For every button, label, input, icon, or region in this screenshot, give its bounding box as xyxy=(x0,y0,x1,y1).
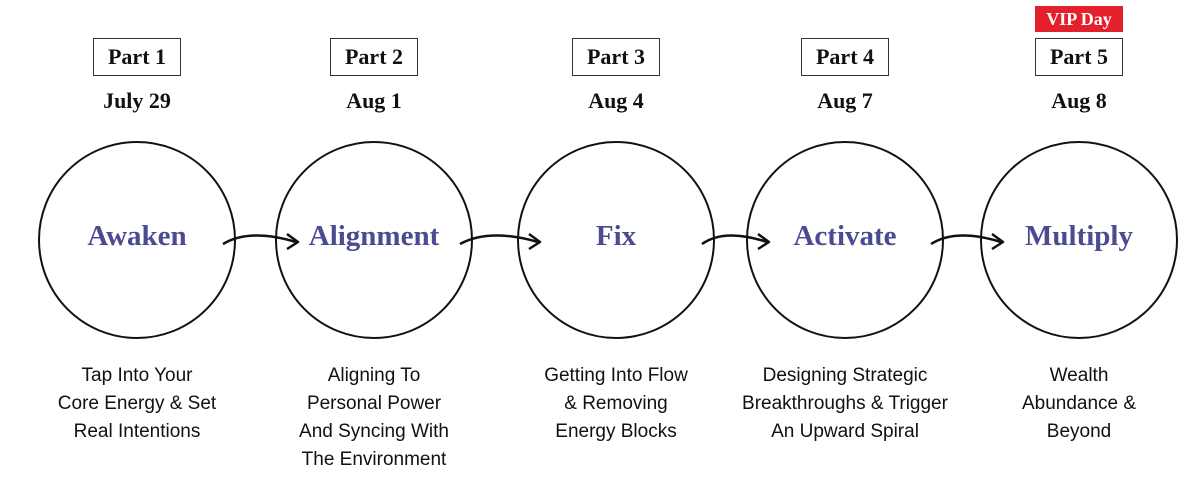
arrow-head xyxy=(757,232,771,251)
step-title: Fix xyxy=(595,220,637,252)
arrow-head xyxy=(528,232,542,251)
part-label: Part 2 xyxy=(330,38,418,76)
description-line: Designing Strategic xyxy=(762,365,928,386)
step-title: Activate xyxy=(793,220,897,252)
description-line: And Syncing With xyxy=(299,421,449,442)
step-circle xyxy=(38,141,236,339)
step-title: Alignment xyxy=(308,220,440,252)
description-line: Personal Power xyxy=(306,393,442,414)
description-line: Aligning To xyxy=(327,365,421,386)
date: Aug 4 xyxy=(588,88,644,113)
vip-badge: VIP Day xyxy=(1035,6,1123,32)
description-line: Real Intentions xyxy=(73,421,201,442)
date: Aug 7 xyxy=(817,88,873,113)
description-line: An Upward Spiral xyxy=(771,421,919,442)
description-line: Getting Into Flow xyxy=(544,365,688,386)
part-label: Part 5 xyxy=(1035,38,1123,76)
arrow xyxy=(222,234,297,246)
description-line: Breakthroughs & Trigger xyxy=(742,393,948,414)
date: July 29 xyxy=(103,88,171,113)
description-line: Abundance & xyxy=(1021,393,1137,414)
arrow-head xyxy=(286,232,300,251)
description-line: Tap Into Your xyxy=(81,365,193,386)
step-circle xyxy=(517,141,715,339)
description-line: Energy Blocks xyxy=(555,421,677,442)
step-circle xyxy=(746,141,944,339)
description-line: The Environment xyxy=(301,449,447,470)
arrow xyxy=(701,234,768,246)
arrow xyxy=(930,234,1002,246)
step-title: Awaken xyxy=(87,220,187,252)
description-line: Beyond xyxy=(1046,421,1112,442)
part-label: Part 3 xyxy=(572,38,660,76)
description-line: Core Energy & Set xyxy=(57,393,217,414)
part-label: Part 1 xyxy=(93,38,181,76)
step-circle xyxy=(980,141,1178,339)
arrow-head xyxy=(991,232,1005,251)
description-line: & Removing xyxy=(564,393,668,414)
arrow xyxy=(459,234,539,246)
part-label: Part 4 xyxy=(801,38,889,76)
date: Aug 8 xyxy=(1051,88,1107,113)
step-title: Multiply xyxy=(1025,220,1133,252)
date: Aug 1 xyxy=(346,88,402,113)
description-line: Wealth xyxy=(1049,365,1109,386)
